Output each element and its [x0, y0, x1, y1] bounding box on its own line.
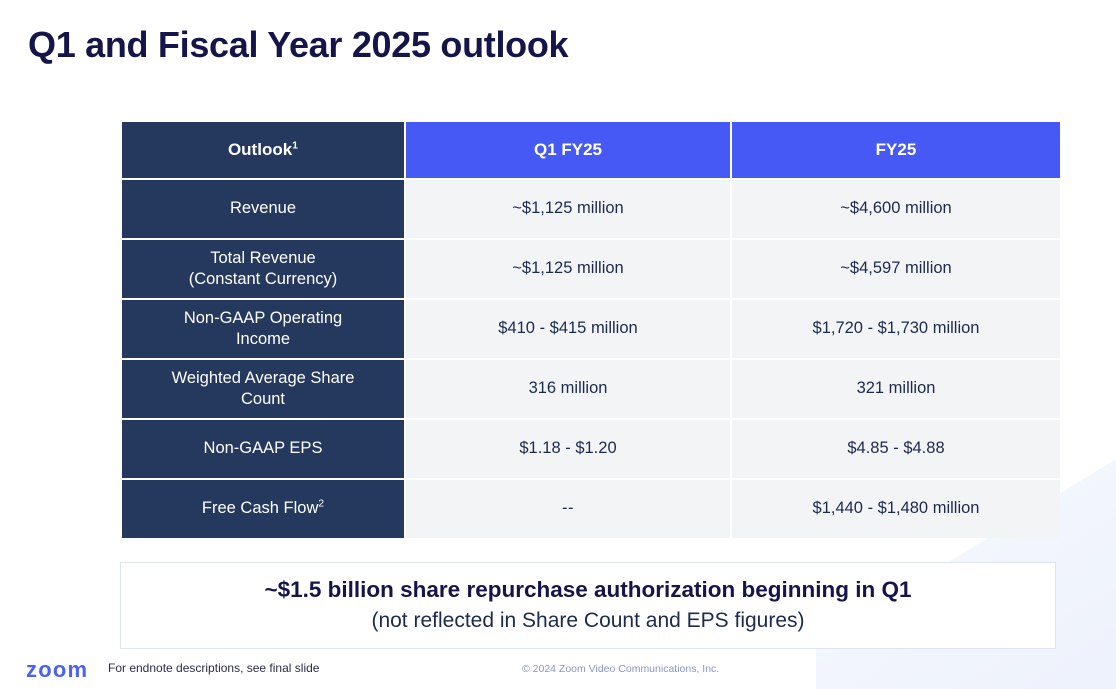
row-value-eps-q1: $1.18 - $1.20 — [406, 420, 730, 478]
row-value-operating-income-fy: $1,720 - $1,730 million — [732, 300, 1060, 358]
row-label-line1: Revenue — [229, 199, 297, 218]
callout-headline: ~$1.5 billion share repurchase authoriza… — [264, 577, 912, 602]
row-label-line1: Total Revenue — [210, 248, 316, 267]
table-row: Non-GAAP EPS $1.18 - $1.20 $4.85 - $4.88 — [122, 420, 1060, 478]
callout-subtext: (not reflected in Share Count and EPS fi… — [371, 608, 805, 632]
row-value-free-cash-flow-fy: $1,440 - $1,480 million — [732, 480, 1060, 538]
row-label-free-cash-flow: Free Cash Flow2 — [122, 480, 404, 538]
table-row: Revenue ~$1,125 million ~$4,600 million — [122, 180, 1060, 238]
table-row: Weighted Average Share Count 316 million… — [122, 360, 1060, 418]
table-header-q1fy25: Q1 FY25 — [406, 122, 730, 178]
table-header-outlook: Outlook1 — [122, 122, 404, 178]
table-row: Total Revenue (Constant Currency) ~$1,12… — [122, 240, 1060, 298]
row-label-line1: Non-GAAP EPS — [203, 439, 323, 458]
table-header-row: Outlook1 Q1 FY25 FY25 — [122, 122, 1060, 178]
row-label-footnote: 2 — [318, 498, 325, 510]
row-value-revenue-q1: ~$1,125 million — [406, 180, 730, 238]
table-header-fy25: FY25 — [732, 122, 1060, 178]
row-label-line2: Count — [240, 390, 286, 408]
row-label-line1: Non-GAAP Operating — [183, 308, 343, 327]
row-label-non-gaap-operating-income: Non-GAAP Operating Income — [122, 300, 404, 358]
row-label-total-revenue: Total Revenue (Constant Currency) — [122, 240, 404, 298]
row-value-free-cash-flow-q1: -- — [406, 480, 730, 538]
row-value-total-revenue-fy: ~$4,597 million — [732, 240, 1060, 298]
table-header-outlook-label: Outlook — [227, 139, 293, 159]
row-value-revenue-fy: ~$4,600 million — [732, 180, 1060, 238]
row-label-line2: (Constant Currency) — [188, 270, 338, 288]
table-row: Free Cash Flow2 -- $1,440 - $1,480 milli… — [122, 480, 1060, 538]
row-value-eps-fy: $4.85 - $4.88 — [732, 420, 1060, 478]
footer-copyright: © 2024 Zoom Video Communications, Inc. — [522, 663, 720, 675]
row-label-line1: Free Cash Flow — [201, 499, 319, 518]
slide-footer: zoom For endnote descriptions, see final… — [0, 649, 1116, 689]
row-label-line2: Income — [235, 330, 291, 348]
table-header-outlook-footnote: 1 — [292, 139, 299, 152]
row-value-operating-income-q1: $410 - $415 million — [406, 300, 730, 358]
row-value-share-count-q1: 316 million — [406, 360, 730, 418]
row-label-non-gaap-eps: Non-GAAP EPS — [122, 420, 404, 478]
page-title: Q1 and Fiscal Year 2025 outlook — [28, 24, 569, 65]
row-value-share-count-fy: 321 million — [732, 360, 1060, 418]
callout-box: ~$1.5 billion share repurchase authoriza… — [120, 562, 1056, 650]
row-label-revenue: Revenue — [122, 180, 404, 238]
footer-endnote-text: For endnote descriptions, see final slid… — [108, 661, 320, 675]
row-label-line1: Weighted Average Share — [171, 368, 355, 387]
table-row: Non-GAAP Operating Income $410 - $415 mi… — [122, 300, 1060, 358]
outlook-table: Outlook1 Q1 FY25 FY25 Revenue ~$1,125 mi… — [120, 120, 1062, 540]
zoom-logo: zoom — [26, 657, 89, 682]
row-label-weighted-average-share-count: Weighted Average Share Count — [122, 360, 404, 418]
row-value-total-revenue-q1: ~$1,125 million — [406, 240, 730, 298]
